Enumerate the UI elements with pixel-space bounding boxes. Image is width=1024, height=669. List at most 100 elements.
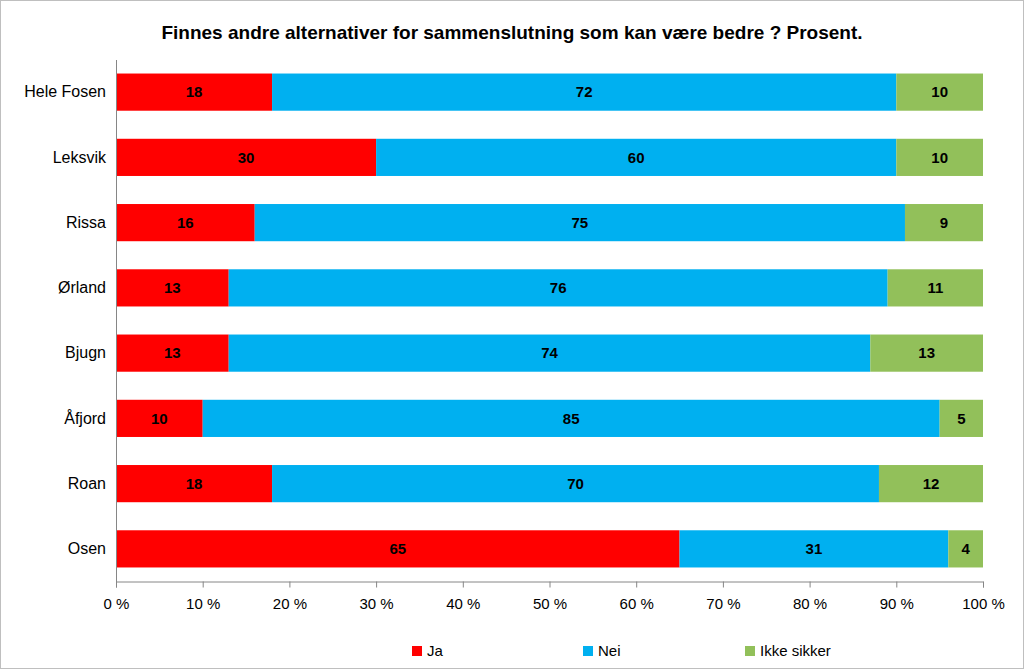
data-label: 10 bbox=[151, 410, 168, 427]
data-label: 9 bbox=[940, 214, 948, 231]
x-tick: 70 % bbox=[706, 582, 740, 612]
x-tick: 50 % bbox=[533, 582, 567, 612]
bar-segment bbox=[116, 465, 272, 502]
bar-segment bbox=[229, 335, 871, 372]
bar-segment bbox=[116, 530, 680, 567]
x-tick-label: 20 % bbox=[273, 595, 307, 612]
x-tick-mark bbox=[376, 582, 377, 588]
data-label: 75 bbox=[572, 214, 589, 231]
x-tick-mark bbox=[550, 582, 551, 588]
y-tick: Roan bbox=[68, 475, 116, 492]
bar-segment bbox=[272, 465, 879, 502]
y-tick: Leksvik bbox=[53, 148, 116, 165]
legend-swatch bbox=[583, 646, 593, 656]
data-label: 70 bbox=[567, 475, 584, 492]
data-label: 18 bbox=[186, 83, 203, 100]
data-label: 31 bbox=[806, 540, 823, 557]
data-label: 13 bbox=[164, 344, 181, 361]
data-label: 72 bbox=[576, 83, 593, 100]
data-label: 10 bbox=[931, 83, 948, 100]
bar-segment bbox=[116, 204, 255, 241]
data-label: 60 bbox=[628, 149, 645, 166]
x-axis: 0 % 10 % 20 % 30 % 40 % 50 % 60 % 70 % 80 % 90 % 1… bbox=[104, 582, 1005, 612]
x-tick: 40 % bbox=[446, 582, 480, 612]
bar-segment bbox=[905, 204, 983, 241]
x-tick-mark bbox=[116, 582, 117, 588]
bar-segment bbox=[203, 400, 940, 437]
bar-segment bbox=[948, 530, 983, 567]
data-label: 4 bbox=[961, 540, 970, 557]
data-label: 12 bbox=[923, 475, 940, 492]
x-tick: 10 % bbox=[186, 582, 220, 612]
x-tick-mark bbox=[983, 582, 984, 588]
y-tick-label: Åfjord bbox=[64, 408, 106, 426]
x-tick-mark bbox=[810, 582, 811, 588]
x-tick-mark bbox=[896, 582, 897, 588]
legend-swatch bbox=[412, 646, 422, 656]
x-tick-label: 90 % bbox=[880, 595, 914, 612]
y-tick-label: Leksvik bbox=[53, 148, 107, 165]
data-label: 30 bbox=[238, 149, 255, 166]
y-tick-label: Ørland bbox=[58, 279, 106, 296]
y-tick: Rissa bbox=[66, 214, 116, 231]
bar-segment bbox=[116, 335, 229, 372]
legend-swatch bbox=[745, 646, 755, 656]
x-tick: 0 % bbox=[104, 582, 130, 612]
data-label: 13 bbox=[918, 344, 935, 361]
bar-segment bbox=[896, 74, 983, 111]
bar-segment bbox=[680, 530, 949, 567]
x-tick: 60 % bbox=[620, 582, 654, 612]
x-tick-label: 0 % bbox=[104, 595, 130, 612]
bar-segment bbox=[116, 269, 229, 306]
x-tick-label: 80 % bbox=[793, 595, 827, 612]
x-tick-mark bbox=[203, 582, 204, 588]
x-tick: 80 % bbox=[793, 582, 827, 612]
y-tick-label: Osen bbox=[68, 540, 106, 557]
data-label: 16 bbox=[177, 214, 194, 231]
x-tick-label: 100 % bbox=[962, 595, 1005, 612]
y-tick-label: Hele Fosen bbox=[24, 83, 106, 100]
x-tick: 100 % bbox=[962, 582, 1005, 612]
y-axis-line bbox=[116, 60, 117, 582]
data-labels: 1830161313101865726075767485703110109111… bbox=[151, 83, 970, 557]
data-label: 65 bbox=[389, 540, 406, 557]
chart-title: Finnes andre alternativer for sammenslut… bbox=[161, 22, 862, 43]
bar-segment bbox=[116, 400, 203, 437]
x-tick-mark bbox=[289, 582, 290, 588]
y-tick: Hele Fosen bbox=[24, 83, 116, 100]
y-axis: Hele Fosen Leksvik Rissa Ørland Bjugn Åfjord R… bbox=[24, 60, 116, 582]
x-tick-label: 50 % bbox=[533, 595, 567, 612]
bar-segment bbox=[888, 269, 983, 306]
bar-segment bbox=[940, 400, 983, 437]
x-tick-label: 60 % bbox=[620, 595, 654, 612]
data-label: 74 bbox=[541, 344, 558, 361]
x-axis-line bbox=[117, 582, 984, 588]
bar-segment bbox=[376, 139, 896, 176]
legend: Ja Nei Ikke sikker bbox=[412, 642, 831, 659]
x-tick-mark bbox=[723, 582, 724, 588]
chart-frame bbox=[1, 1, 1024, 669]
data-label: 85 bbox=[563, 410, 580, 427]
legend-label: Nei bbox=[598, 642, 621, 659]
x-tick: 30 % bbox=[359, 582, 393, 612]
data-label: 11 bbox=[927, 279, 943, 296]
y-tick-label: Rissa bbox=[66, 214, 106, 231]
legend-label: Ikke sikker bbox=[760, 642, 831, 659]
x-tick: 20 % bbox=[273, 582, 307, 612]
x-tick-label: 30 % bbox=[359, 595, 393, 612]
data-label: 76 bbox=[550, 279, 567, 296]
bar-segment bbox=[896, 139, 983, 176]
bar-segment bbox=[116, 74, 272, 111]
x-tick-mark bbox=[463, 582, 464, 588]
bar-segment bbox=[229, 269, 888, 306]
y-tick: Osen bbox=[68, 540, 116, 557]
y-tick: Ørland bbox=[58, 279, 116, 296]
x-tick-label: 10 % bbox=[186, 595, 220, 612]
bar-segment bbox=[116, 139, 376, 176]
bar-segment bbox=[879, 465, 983, 502]
y-tick-label: Bjugn bbox=[65, 344, 106, 361]
legend-label: Ja bbox=[427, 642, 444, 659]
data-label: 5 bbox=[957, 410, 965, 427]
data-label: 18 bbox=[186, 475, 203, 492]
bar-segment bbox=[870, 335, 983, 372]
